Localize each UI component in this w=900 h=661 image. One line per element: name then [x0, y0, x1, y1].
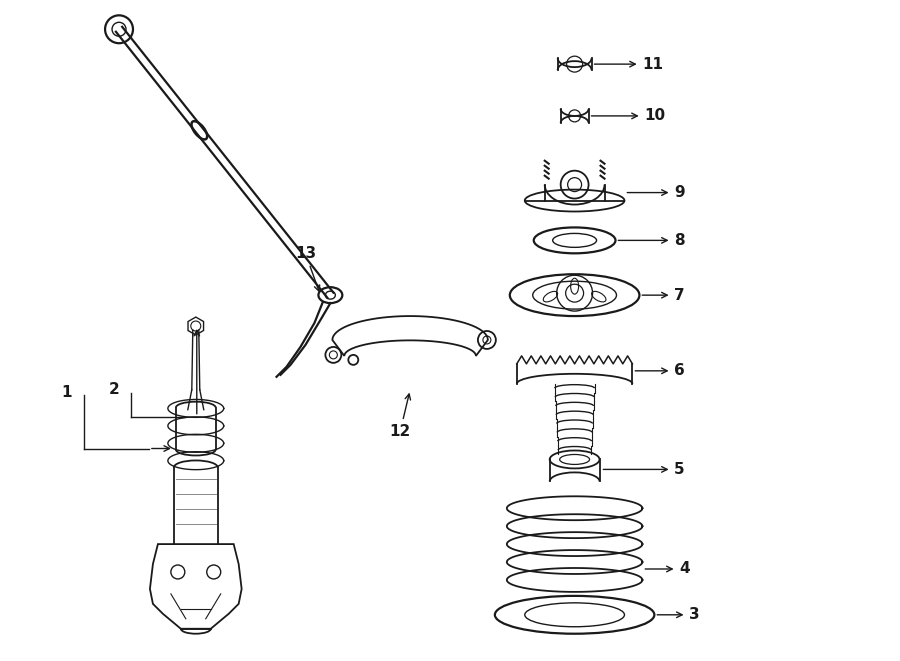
Text: 12: 12 — [390, 394, 410, 439]
Text: 3: 3 — [657, 607, 700, 622]
Text: 5: 5 — [603, 462, 685, 477]
Text: 13: 13 — [295, 246, 319, 291]
Text: 1: 1 — [61, 385, 71, 401]
Text: 2: 2 — [109, 382, 120, 397]
Text: 7: 7 — [643, 288, 685, 303]
Text: 11: 11 — [594, 57, 663, 71]
Text: 4: 4 — [645, 561, 690, 576]
Text: 6: 6 — [635, 364, 685, 378]
Text: 8: 8 — [618, 233, 685, 248]
Text: 10: 10 — [591, 108, 665, 124]
Text: 9: 9 — [627, 185, 685, 200]
